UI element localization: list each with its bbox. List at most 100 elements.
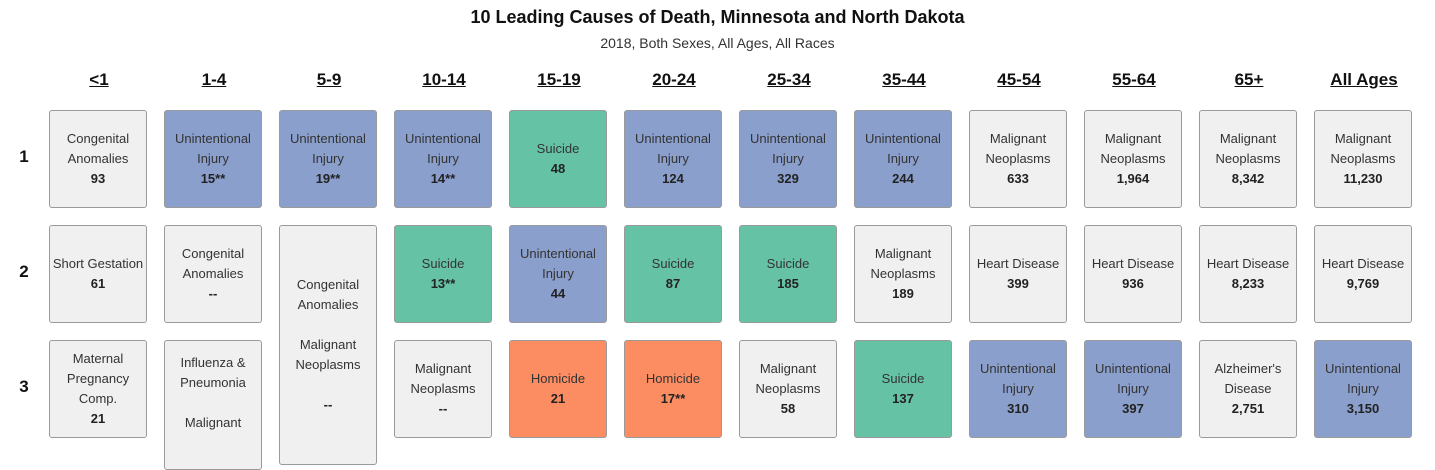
column-header: 1-4 [201, 70, 227, 89]
death-count: 8,233 [1231, 276, 1265, 291]
chart-subtitle: 2018, Both Sexes, All Ages, All Races [600, 35, 835, 51]
cause-label: Unintentional Injury [635, 131, 711, 166]
column-header: All Ages [1330, 70, 1398, 89]
death-count: 310 [1007, 401, 1029, 416]
cause-cell: Homicide 21 [509, 340, 607, 438]
cause-cell: Suicide 137 [854, 340, 952, 438]
column-header: 35-44 [882, 70, 926, 89]
cause-cell: Congenital Anomalies -- [164, 225, 262, 323]
death-count: 936 [1122, 276, 1144, 291]
cause-cell: Short Gestation 61 [49, 225, 147, 323]
cause-cell: Influenza & Pneumonia Malignant [164, 340, 262, 470]
death-count: 1,964 [1116, 171, 1150, 186]
death-count: 14** [430, 171, 456, 186]
death-count: 189 [892, 286, 914, 301]
cause-label: Unintentional Injury [865, 131, 941, 166]
cause-label: Influenza & Pneumonia [180, 355, 246, 390]
cause-cell: Malignant Neoplasms 1,964 [1084, 110, 1182, 208]
death-count: 44 [550, 286, 566, 301]
cause-cell: Congenital Anomalies 93 [49, 110, 147, 208]
cause-label: Heart Disease [1321, 256, 1405, 271]
cause-cell: Unintentional Injury 15** [164, 110, 262, 208]
cause-label: Short Gestation [52, 256, 144, 271]
column-header: 15-19 [537, 70, 581, 89]
death-count: 399 [1007, 276, 1029, 291]
cause-label: Congenital Anomalies [181, 246, 245, 281]
cause-label: Suicide [536, 141, 580, 156]
cause-label: Unintentional Injury [520, 246, 596, 281]
cause-cell: Unintentional Injury 14** [394, 110, 492, 208]
cause-cell: Suicide 48 [509, 110, 607, 208]
cause-label: Homicide [645, 371, 701, 386]
death-count: 48 [550, 161, 566, 176]
death-count: 19** [315, 171, 341, 186]
death-count: 633 [1007, 171, 1029, 186]
death-count: 329 [777, 171, 799, 186]
death-count: 397 [1122, 401, 1144, 416]
cause-cell: Unintentional Injury 3,150 [1314, 340, 1412, 438]
cause-label: Malignant Neoplasms [1100, 131, 1166, 166]
cause-label: Unintentional Injury [1095, 361, 1171, 396]
death-count: -- [323, 397, 333, 412]
cause-label-secondary: Malignant [184, 415, 242, 430]
cause-cell: Heart Disease 8,233 [1199, 225, 1297, 323]
cause-label: Unintentional Injury [980, 361, 1056, 396]
death-count: 185 [777, 276, 799, 291]
cause-cell: Suicide 13** [394, 225, 492, 323]
cause-cell: Malignant Neoplasms 633 [969, 110, 1067, 208]
death-count: 21 [550, 391, 566, 406]
cause-label: Congenital Anomalies [296, 277, 360, 312]
column-header: 55-64 [1112, 70, 1156, 89]
cause-label: Malignant Neoplasms [870, 246, 936, 281]
cause-cell: Suicide 185 [739, 225, 837, 323]
death-count: 58 [780, 401, 796, 416]
cause-label: Heart Disease [1206, 256, 1290, 271]
column-header: 25-34 [767, 70, 811, 89]
cause-label: Malignant Neoplasms [410, 361, 476, 396]
death-count: 93 [90, 171, 106, 186]
cause-cell: Suicide 87 [624, 225, 722, 323]
cause-cell: Unintentional Injury 310 [969, 340, 1067, 438]
cause-label: Unintentional Injury [1325, 361, 1401, 396]
column-header: <1 [89, 70, 109, 89]
column-header: 65+ [1234, 70, 1264, 89]
death-count: 17** [660, 391, 686, 406]
death-count: 244 [892, 171, 914, 186]
cause-label: Unintentional Injury [750, 131, 826, 166]
cause-cell: Malignant Neoplasms -- [394, 340, 492, 438]
cause-cell: Unintentional Injury 44 [509, 225, 607, 323]
chart-title: 10 Leading Causes of Death, Minnesota an… [470, 7, 965, 27]
cause-cell: Homicide 17** [624, 340, 722, 438]
death-count: 137 [892, 391, 914, 406]
death-count: 8,342 [1231, 171, 1265, 186]
cause-label: Homicide [530, 371, 586, 386]
death-count: -- [208, 286, 218, 301]
cause-cell: Heart Disease 9,769 [1314, 225, 1412, 323]
death-count: 21 [90, 411, 106, 426]
death-count: 11,230 [1343, 171, 1383, 186]
cause-label-secondary: Malignant Neoplasms [295, 337, 361, 372]
cause-label: Suicide [651, 256, 695, 271]
cause-label: Suicide [881, 371, 925, 386]
cause-label: Malignant Neoplasms [1330, 131, 1396, 166]
cause-label: Malignant Neoplasms [755, 361, 821, 396]
cause-label: Congenital Anomalies [66, 131, 130, 166]
column-header: 45-54 [997, 70, 1041, 89]
cause-label: Unintentional Injury [290, 131, 366, 166]
death-count: 124 [662, 171, 684, 186]
column-header: 10-14 [422, 70, 466, 89]
cause-cell: Unintentional Injury 329 [739, 110, 837, 208]
death-count: 13** [430, 276, 456, 291]
death-count: 2,751 [1231, 401, 1265, 416]
cause-cell: Unintentional Injury 397 [1084, 340, 1182, 438]
cause-cell: Malignant Neoplasms 8,342 [1199, 110, 1297, 208]
cause-cell: Maternal Pregnancy Comp. 21 [49, 340, 147, 438]
death-count: 3,150 [1346, 401, 1380, 416]
death-count: 61 [90, 276, 106, 291]
death-count: 87 [665, 276, 681, 291]
rank-label: 2 [19, 262, 29, 281]
cause-label: Unintentional Injury [175, 131, 251, 166]
cause-label: Suicide [421, 256, 465, 271]
cause-cell: Heart Disease 399 [969, 225, 1067, 323]
cause-label: Malignant Neoplasms [985, 131, 1051, 166]
